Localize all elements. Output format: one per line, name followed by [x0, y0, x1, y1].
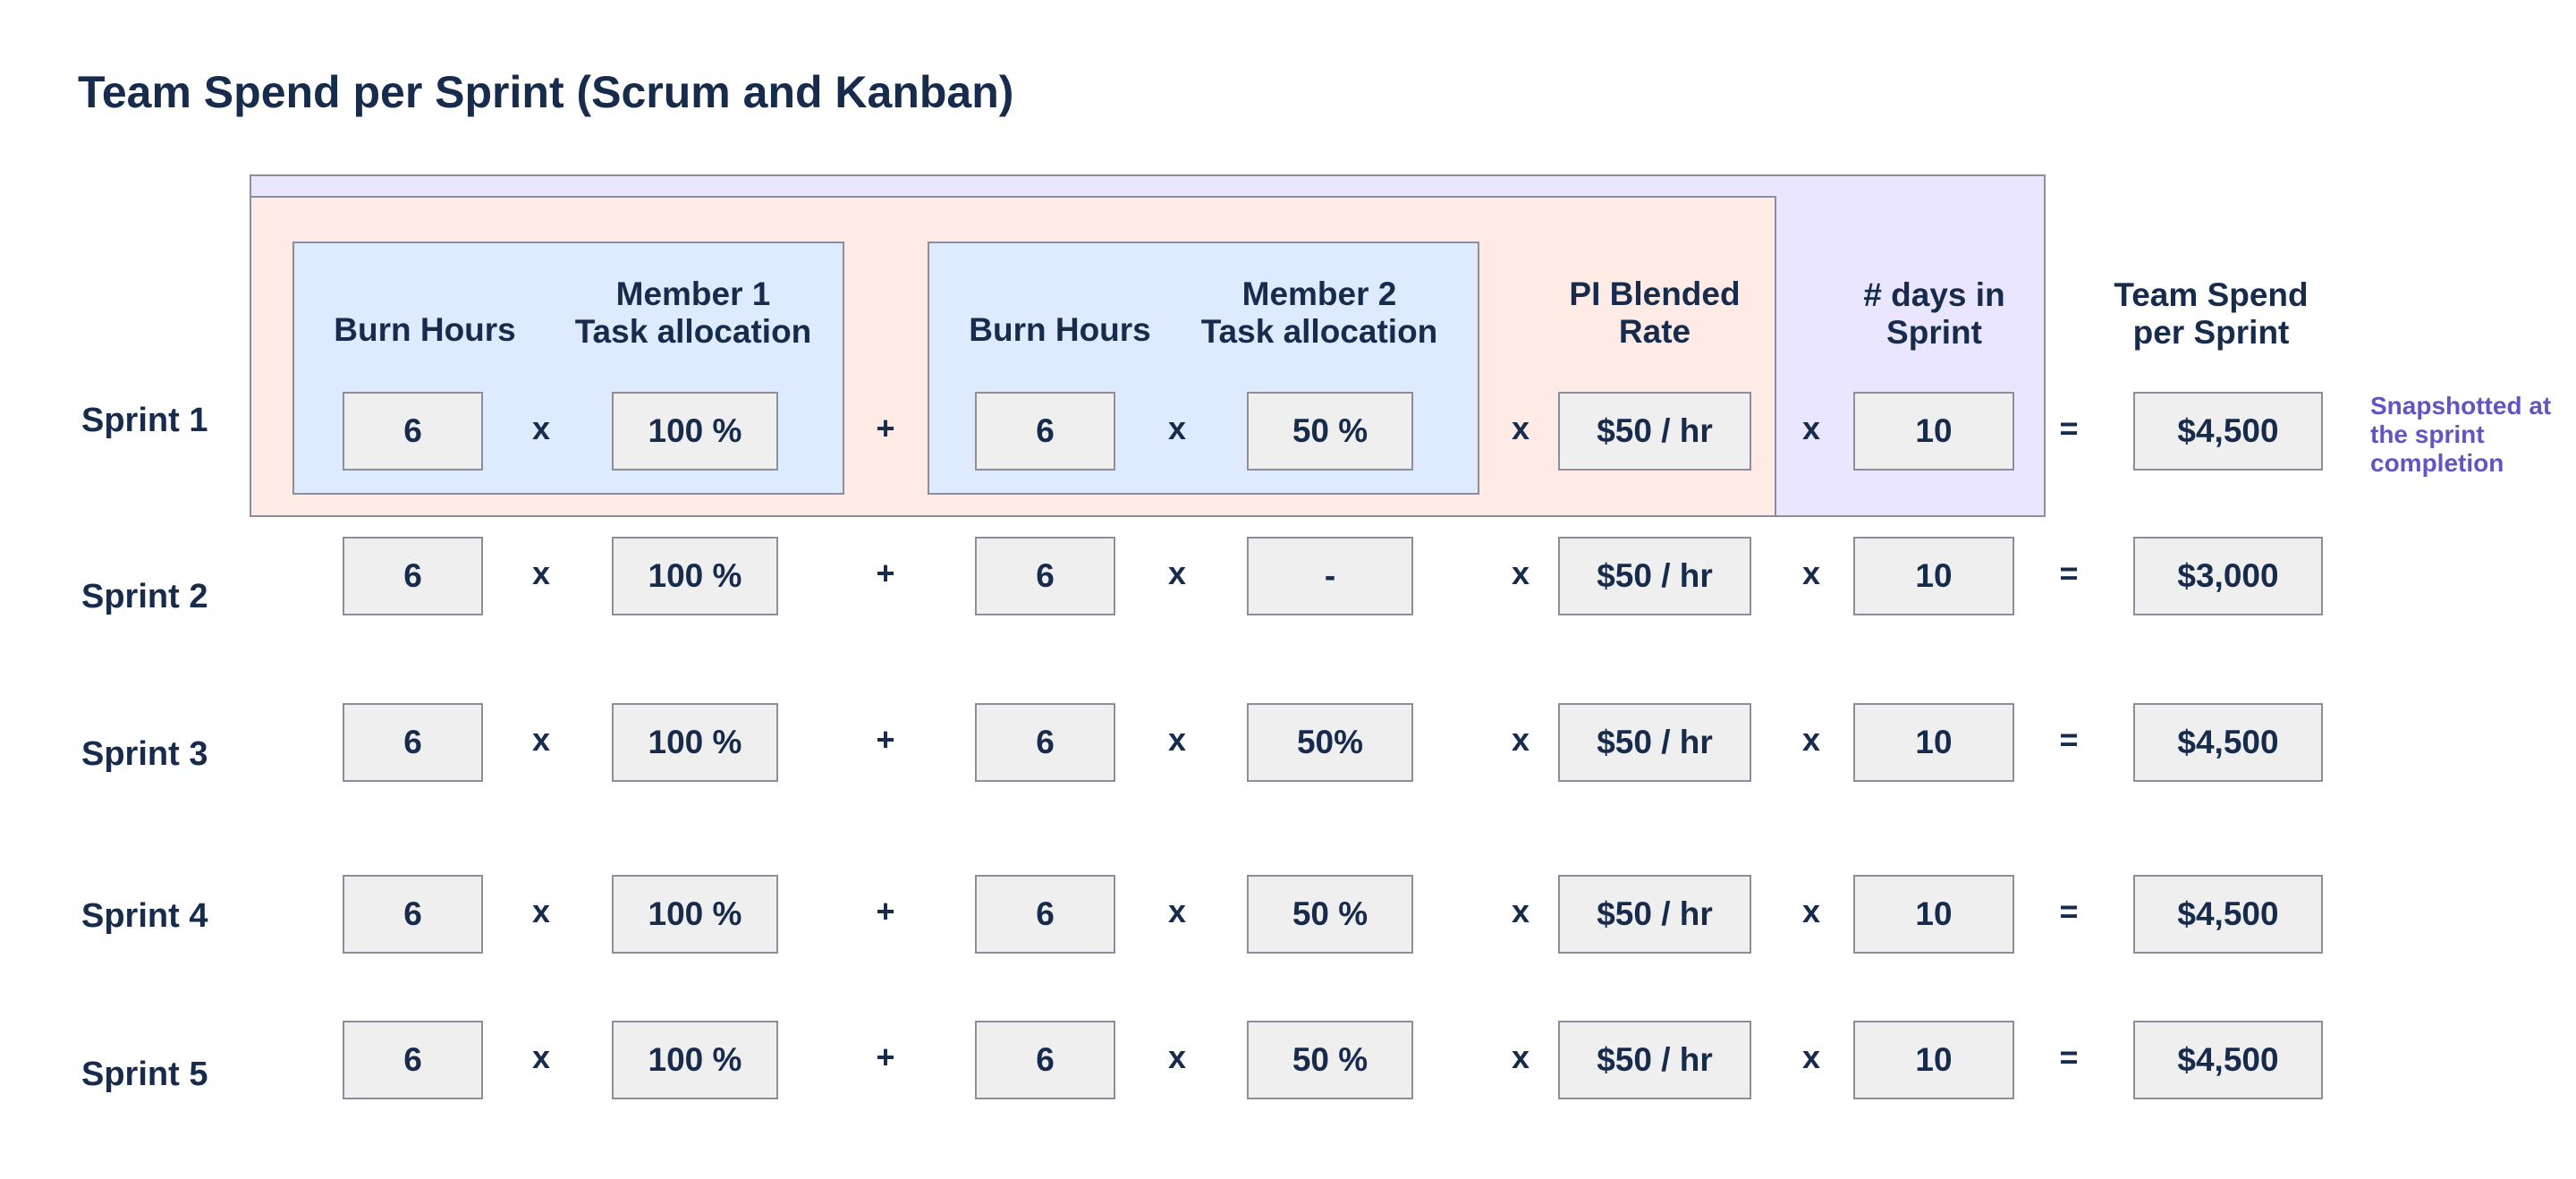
multiply-operator: x: [1167, 555, 1187, 591]
multiply-operator: x: [531, 410, 551, 446]
sprint-label: Sprint 5: [81, 1056, 208, 1093]
member1-task-allocation-field[interactable]: 100 %: [612, 703, 778, 782]
equals-operator: =: [2059, 555, 2079, 591]
multiply-operator: x: [1167, 893, 1187, 929]
multiply-operator: x: [1511, 893, 1530, 929]
member2-burn-hours-field[interactable]: 6: [975, 392, 1115, 471]
member1-task-allocation-field[interactable]: 100 %: [612, 537, 778, 615]
member2-task-allocation-field[interactable]: 50%: [1247, 703, 1413, 782]
equals-operator: =: [2059, 893, 2079, 929]
member2-task-allocation-field[interactable]: 50 %: [1247, 875, 1413, 954]
plus-operator: +: [876, 893, 895, 929]
plus-operator: +: [876, 410, 895, 446]
member2-burn-hours-field[interactable]: 6: [975, 875, 1115, 954]
member1-task-allocation-field[interactable]: 100 %: [612, 875, 778, 954]
multiply-operator: x: [531, 1039, 551, 1075]
header-burn-hours-1: Burn Hours: [334, 311, 516, 348]
member1-task-allocation-field[interactable]: 100 %: [612, 1021, 778, 1099]
member2-task-allocation-field[interactable]: 50 %: [1247, 392, 1413, 471]
equals-operator: =: [2059, 410, 2079, 446]
snapshot-note: Snapshotted at the sprint completion: [2370, 392, 2552, 477]
team-spend-field[interactable]: $3,000: [2133, 537, 2323, 615]
member1-burn-hours-field[interactable]: 6: [343, 875, 483, 954]
pi-blended-rate-field[interactable]: $50 / hr: [1558, 1021, 1751, 1099]
member1-task-allocation-field[interactable]: 100 %: [612, 392, 778, 471]
header-team-spend-per-sprint: Team Spend per Sprint: [2114, 276, 2309, 351]
multiply-operator: x: [1511, 410, 1530, 446]
team-spend-field[interactable]: $4,500: [2133, 1021, 2323, 1099]
member2-burn-hours-field[interactable]: 6: [975, 1021, 1115, 1099]
member1-burn-hours-field[interactable]: 6: [343, 703, 483, 782]
member2-task-allocation-field[interactable]: -: [1247, 537, 1413, 615]
page-title: Team Spend per Sprint (Scrum and Kanban): [78, 67, 1014, 117]
header-burn-hours-2: Burn Hours: [969, 311, 1151, 348]
member1-burn-hours-field[interactable]: 6: [343, 537, 483, 615]
sprint-label: Sprint 3: [81, 735, 208, 773]
multiply-operator: x: [1511, 555, 1530, 591]
multiply-operator: x: [1511, 721, 1530, 758]
multiply-operator: x: [531, 893, 551, 929]
multiply-operator: x: [531, 721, 551, 758]
sprint-label: Sprint 4: [81, 897, 208, 935]
team-spend-field[interactable]: $4,500: [2133, 875, 2323, 954]
multiply-operator: x: [1511, 1039, 1530, 1075]
header-member1-task-allocation: Member 1 Task allocation: [574, 276, 812, 350]
plus-operator: +: [876, 1039, 895, 1075]
days-in-sprint-field[interactable]: 10: [1853, 703, 2014, 782]
days-in-sprint-field[interactable]: 10: [1853, 1021, 2014, 1099]
multiply-operator: x: [1801, 893, 1821, 929]
equals-operator: =: [2059, 721, 2079, 758]
days-in-sprint-field[interactable]: 10: [1853, 537, 2014, 615]
multiply-operator: x: [1167, 721, 1187, 758]
plus-operator: +: [876, 555, 895, 591]
plus-operator: +: [876, 721, 895, 758]
team-spend-field[interactable]: $4,500: [2133, 392, 2323, 471]
multiply-operator: x: [1801, 555, 1821, 591]
header-days-in-sprint: # days in Sprint: [1863, 276, 2005, 351]
member2-burn-hours-field[interactable]: 6: [975, 537, 1115, 615]
multiply-operator: x: [1167, 1039, 1187, 1075]
multiply-operator: x: [531, 555, 551, 591]
member2-task-allocation-field[interactable]: 50 %: [1247, 1021, 1413, 1099]
pi-blended-rate-field[interactable]: $50 / hr: [1558, 703, 1751, 782]
member1-burn-hours-field[interactable]: 6: [343, 392, 483, 471]
header-member2-task-allocation: Member 2 Task allocation: [1200, 276, 1438, 350]
multiply-operator: x: [1801, 1039, 1821, 1075]
equals-operator: =: [2059, 1039, 2079, 1075]
pi-blended-rate-field[interactable]: $50 / hr: [1558, 875, 1751, 954]
multiply-operator: x: [1801, 410, 1821, 446]
member2-burn-hours-field[interactable]: 6: [975, 703, 1115, 782]
pi-blended-rate-field[interactable]: $50 / hr: [1558, 537, 1751, 615]
pi-blended-rate-field[interactable]: $50 / hr: [1558, 392, 1751, 471]
member1-burn-hours-field[interactable]: 6: [343, 1021, 483, 1099]
days-in-sprint-field[interactable]: 10: [1853, 392, 2014, 471]
sprint-label: Sprint 1: [81, 402, 208, 439]
sprint-label: Sprint 2: [81, 578, 208, 615]
multiply-operator: x: [1801, 721, 1821, 758]
days-in-sprint-field[interactable]: 10: [1853, 875, 2014, 954]
multiply-operator: x: [1167, 410, 1187, 446]
team-spend-field[interactable]: $4,500: [2133, 703, 2323, 782]
header-pi-blended-rate: PI Blended Rate: [1569, 276, 1741, 350]
